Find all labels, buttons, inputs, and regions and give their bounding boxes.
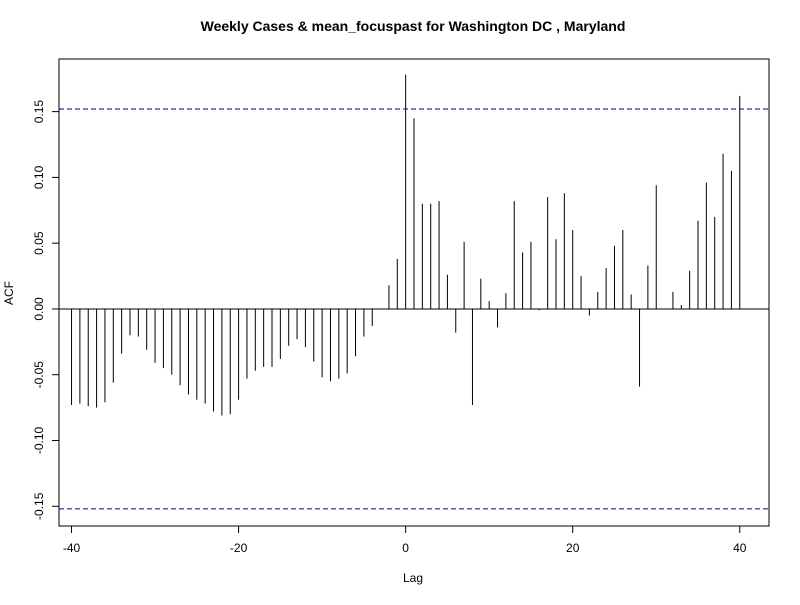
x-tick-label: 20 [566, 541, 580, 555]
acf-axes: -40 -20 0 20 40 -0.15 -0.10 -0.05 0.00 0.05 0.10 0.… [32, 58, 770, 555]
acf-marks [59, 74, 769, 510]
x-tick-label: -20 [230, 541, 248, 555]
chart-title: Weekly Cases & mean_focuspast for Washin… [201, 18, 626, 34]
y-tick-label: -0.15 [32, 492, 46, 520]
y-tick-label: 0.00 [32, 297, 46, 321]
x-tick-label: -40 [63, 541, 81, 555]
plot-frame [58, 58, 770, 527]
y-tick-label: 0.15 [32, 100, 46, 124]
x-tick-label: 40 [733, 541, 747, 555]
y-tick-label: 0.10 [32, 165, 46, 189]
y-tick-label: -0.05 [32, 361, 46, 389]
y-tick-label: 0.05 [32, 231, 46, 255]
x-axis-label: Lag [403, 571, 423, 585]
x-tick-label: 0 [402, 541, 409, 555]
y-tick-label: -0.10 [32, 426, 46, 454]
y-axis-label: ACF [2, 281, 16, 305]
